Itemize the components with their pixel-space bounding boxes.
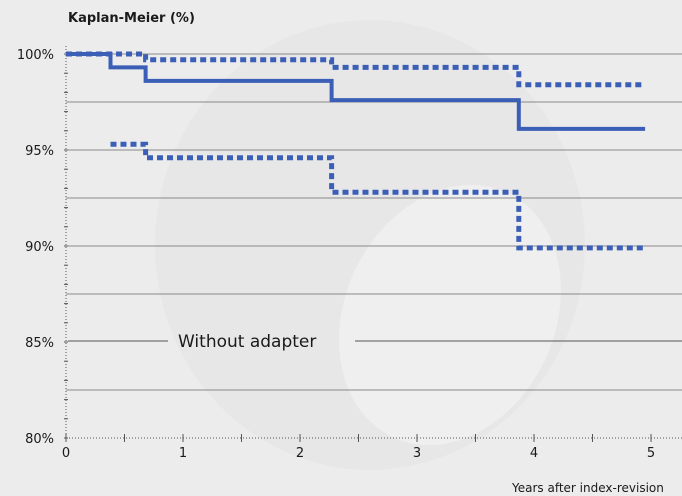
x-tick-label: 5	[647, 446, 655, 461]
background-shape	[155, 20, 585, 470]
axes	[64, 46, 682, 442]
tick-labels: 100% 95% 90% 85% 80% 0 1 2 3 4 5	[17, 48, 655, 461]
y-tick-label: 85%	[25, 336, 54, 351]
confidence-line-1	[66, 51, 646, 88]
x-tick-label: 4	[530, 446, 538, 461]
confidence-line-2	[110, 141, 646, 251]
annotation-label: Without adapter	[178, 332, 316, 352]
y-tick-label: 100%	[17, 48, 54, 63]
y-tick-label: 95%	[25, 144, 54, 159]
x-tick-label: 0	[62, 446, 70, 461]
x-tick-label: 1	[179, 446, 187, 461]
y-tick-label: 90%	[25, 240, 54, 255]
y-tick-label: 80%	[25, 432, 54, 447]
chart-title: Kaplan-Meier (%)	[68, 11, 195, 26]
survival-line-0	[66, 52, 646, 131]
annotation: Without adapter	[68, 332, 682, 352]
x-tick-label: 2	[296, 446, 304, 461]
series-lines	[66, 51, 646, 251]
x-tick-label: 3	[413, 446, 421, 461]
x-axis-label: Years after index-revision	[511, 481, 664, 495]
